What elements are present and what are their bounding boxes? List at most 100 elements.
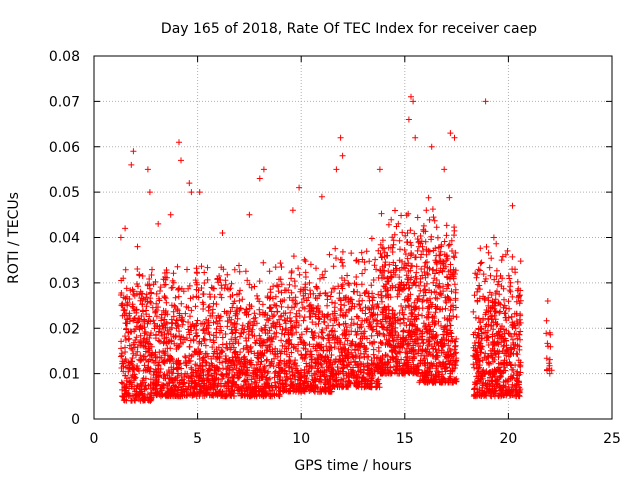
data-point	[384, 287, 391, 294]
data-point	[133, 290, 140, 297]
data-point	[285, 345, 292, 352]
data-point	[132, 337, 139, 343]
data-point	[326, 337, 332, 344]
data-point	[445, 379, 452, 386]
data-point	[306, 308, 313, 315]
data-point	[510, 367, 517, 373]
data-point	[127, 287, 134, 294]
data-point	[153, 313, 160, 320]
data-point	[130, 350, 137, 357]
data-point	[400, 341, 407, 348]
data-point	[213, 301, 220, 308]
data-point	[368, 282, 375, 289]
data-point	[381, 249, 388, 256]
data-point	[134, 266, 141, 272]
data-point	[121, 397, 128, 404]
data-point	[485, 353, 492, 360]
data-point	[432, 303, 439, 310]
data-point	[388, 216, 395, 223]
data-point	[139, 301, 146, 308]
data-point	[133, 352, 139, 359]
data-point	[495, 393, 502, 400]
data-point	[409, 282, 416, 289]
data-point	[426, 216, 433, 223]
data-point	[123, 285, 130, 292]
data-point	[290, 253, 297, 260]
data-point	[359, 297, 366, 304]
data-point	[437, 290, 444, 297]
data-point	[426, 287, 433, 294]
data-point	[379, 244, 386, 251]
data-point	[326, 251, 333, 258]
data-point	[180, 383, 187, 390]
data-point	[476, 343, 483, 349]
data-point	[250, 370, 257, 377]
data-point	[162, 348, 169, 355]
data-point	[258, 326, 265, 332]
data-point	[319, 311, 326, 318]
data-point	[508, 344, 515, 351]
data-point	[506, 305, 513, 312]
data-point	[306, 368, 313, 375]
data-point	[197, 389, 204, 396]
data-point	[169, 284, 176, 291]
data-point	[441, 361, 447, 368]
data-point	[149, 266, 155, 273]
data-point	[476, 368, 482, 375]
data-point	[200, 291, 206, 298]
data-point	[184, 392, 191, 399]
data-point	[490, 234, 497, 241]
data-point	[422, 274, 429, 281]
data-point	[439, 378, 446, 385]
data-point	[237, 305, 244, 312]
data-point	[493, 267, 500, 274]
data-point	[229, 329, 236, 336]
data-point	[419, 346, 426, 353]
data-point	[146, 276, 153, 282]
data-point	[403, 212, 410, 219]
data-point	[196, 338, 203, 345]
data-point	[438, 336, 445, 343]
data-point	[233, 369, 240, 376]
data-point	[413, 263, 420, 270]
data-point	[272, 345, 279, 352]
data-point	[379, 298, 385, 305]
data-point	[313, 265, 319, 272]
data-point	[492, 316, 499, 323]
data-point	[194, 332, 201, 339]
data-point	[201, 269, 208, 276]
data-point	[250, 315, 257, 322]
data-point	[179, 393, 186, 399]
data-point	[422, 228, 429, 235]
data-point	[499, 253, 506, 260]
data-point	[331, 328, 338, 335]
data-point	[119, 312, 126, 319]
data-point	[445, 242, 452, 249]
data-point	[171, 376, 178, 383]
data-point	[354, 328, 361, 335]
data-point	[247, 319, 253, 326]
data-point	[397, 282, 404, 289]
data-point	[515, 357, 522, 364]
data-point	[364, 377, 371, 384]
data-point	[266, 388, 273, 394]
data-point	[160, 276, 167, 283]
data-point	[514, 335, 521, 342]
data-point	[359, 256, 366, 263]
data-point	[421, 263, 428, 270]
data-point	[419, 272, 426, 279]
data-point	[321, 373, 328, 379]
data-point	[303, 351, 310, 358]
data-point	[493, 351, 499, 358]
data-point	[450, 273, 457, 280]
data-point	[158, 382, 165, 389]
data-point	[350, 364, 356, 371]
data-point	[275, 288, 282, 295]
data-point	[438, 343, 445, 350]
data-point	[377, 241, 384, 248]
data-point	[353, 332, 360, 338]
data-point	[413, 269, 420, 276]
data-point	[384, 275, 391, 282]
data-point	[412, 305, 419, 312]
data-point	[312, 321, 319, 328]
